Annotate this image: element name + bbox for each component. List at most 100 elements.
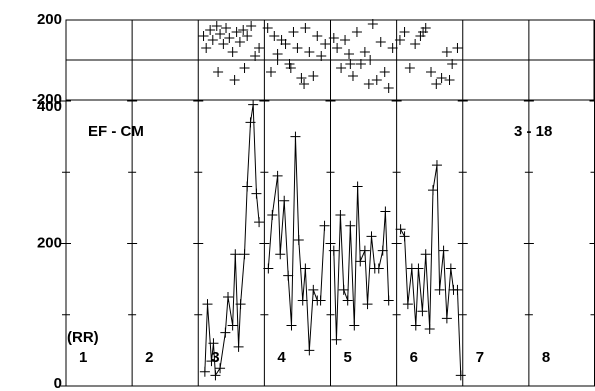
point bbox=[250, 51, 261, 61]
point bbox=[231, 27, 242, 37]
point bbox=[349, 320, 360, 331]
point bbox=[415, 31, 426, 41]
point bbox=[233, 341, 244, 352]
point bbox=[447, 59, 458, 69]
point bbox=[238, 25, 249, 35]
x-tick-label: 4 bbox=[277, 349, 286, 366]
y-tick-label: 0 bbox=[54, 375, 62, 391]
point bbox=[254, 217, 265, 228]
series-line bbox=[400, 165, 462, 376]
point bbox=[223, 291, 234, 302]
point bbox=[242, 181, 253, 192]
point bbox=[336, 63, 347, 73]
point bbox=[355, 256, 366, 267]
chart-title: EF - CM bbox=[88, 123, 144, 140]
point bbox=[292, 43, 303, 53]
point bbox=[198, 31, 209, 41]
point bbox=[286, 320, 297, 331]
point bbox=[210, 370, 221, 381]
point bbox=[218, 39, 229, 49]
point bbox=[235, 299, 246, 310]
point bbox=[410, 39, 421, 49]
x-tick-label: 1 bbox=[79, 349, 87, 366]
point bbox=[340, 35, 351, 45]
point bbox=[420, 249, 431, 260]
point bbox=[387, 43, 398, 53]
point bbox=[342, 295, 353, 306]
point bbox=[297, 295, 308, 306]
point bbox=[347, 71, 358, 81]
x-tick-label: 8 bbox=[542, 349, 550, 366]
point bbox=[371, 75, 382, 85]
y-tick-label: 200 bbox=[37, 234, 62, 251]
point bbox=[206, 356, 217, 367]
point bbox=[452, 284, 463, 295]
x-tick-label: 5 bbox=[344, 349, 352, 366]
point bbox=[404, 63, 415, 73]
point bbox=[224, 33, 235, 43]
point bbox=[431, 79, 442, 89]
point bbox=[263, 263, 274, 274]
point bbox=[308, 71, 319, 81]
point bbox=[300, 263, 311, 274]
point bbox=[267, 210, 278, 220]
point bbox=[362, 299, 373, 310]
point bbox=[438, 245, 449, 256]
point bbox=[201, 43, 212, 53]
point bbox=[202, 299, 213, 310]
point bbox=[328, 245, 339, 256]
point bbox=[265, 67, 276, 77]
point bbox=[344, 49, 355, 59]
point bbox=[383, 295, 394, 306]
point bbox=[285, 63, 296, 73]
point bbox=[363, 79, 374, 89]
chart-subtitle: 3 - 18 bbox=[514, 123, 552, 140]
annotation: (RR) bbox=[67, 329, 99, 346]
point bbox=[284, 59, 295, 69]
point bbox=[436, 73, 447, 83]
point bbox=[359, 245, 370, 256]
point bbox=[444, 75, 455, 85]
point bbox=[239, 249, 250, 260]
point bbox=[352, 181, 363, 192]
point bbox=[410, 320, 421, 331]
point bbox=[211, 21, 222, 31]
point bbox=[331, 334, 342, 345]
point bbox=[320, 39, 331, 49]
point bbox=[338, 284, 349, 295]
point bbox=[345, 59, 356, 69]
point bbox=[379, 67, 390, 77]
point bbox=[377, 245, 388, 256]
point bbox=[312, 31, 323, 41]
point bbox=[230, 249, 241, 260]
point bbox=[296, 73, 307, 83]
point bbox=[355, 59, 366, 69]
point bbox=[283, 270, 294, 281]
point bbox=[239, 63, 250, 73]
point bbox=[359, 47, 370, 57]
point bbox=[304, 47, 315, 57]
point bbox=[380, 206, 391, 217]
point bbox=[234, 37, 245, 47]
point bbox=[246, 21, 257, 31]
point bbox=[293, 234, 304, 245]
point bbox=[272, 170, 283, 181]
point bbox=[431, 160, 442, 171]
point bbox=[280, 39, 291, 49]
point bbox=[399, 231, 410, 242]
point bbox=[417, 306, 428, 317]
point bbox=[304, 345, 315, 356]
point bbox=[375, 37, 386, 47]
point bbox=[279, 195, 290, 206]
point bbox=[288, 27, 299, 37]
y-tick-label: -200 bbox=[32, 91, 62, 108]
point bbox=[332, 43, 343, 53]
point bbox=[351, 27, 362, 37]
point bbox=[441, 313, 452, 324]
point bbox=[199, 366, 210, 377]
point bbox=[319, 220, 330, 231]
y-tick-label: 200 bbox=[37, 11, 62, 28]
point bbox=[205, 25, 216, 35]
point bbox=[455, 370, 466, 381]
